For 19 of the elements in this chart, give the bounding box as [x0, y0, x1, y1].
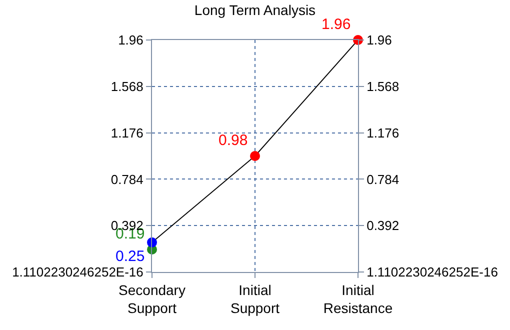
chart-title: Long Term Analysis — [194, 2, 316, 18]
y2-tick-label: 0.784 — [366, 172, 400, 187]
y2-tick-label: 1.176 — [366, 125, 400, 140]
y2-tick-label: 1.96 — [366, 32, 392, 48]
y-tick-label: 1.1102230246252E-16 — [12, 264, 144, 280]
y2-tick-label: 1.568 — [366, 78, 400, 94]
y2-tick-label: 1.1102230246252E-16 — [366, 264, 498, 280]
x-tick-label: Initial Support — [230, 282, 280, 316]
data-label: 0.98 — [218, 132, 248, 149]
x-tick-label: Initial Resistance — [323, 282, 393, 316]
y-tick-label: 1.568 — [110, 78, 144, 94]
data-label: 1.96 — [322, 16, 351, 33]
y-tick-label: 1.176 — [110, 125, 144, 140]
y2-tick-label: 0.392 — [366, 218, 400, 234]
point — [250, 151, 260, 161]
y-tick-label: 1.96 — [118, 32, 144, 48]
x-tick-label: Secondary Support — [118, 282, 186, 316]
data-label: 0.25 — [116, 248, 145, 265]
y-tick-label: 0.784 — [110, 172, 144, 187]
